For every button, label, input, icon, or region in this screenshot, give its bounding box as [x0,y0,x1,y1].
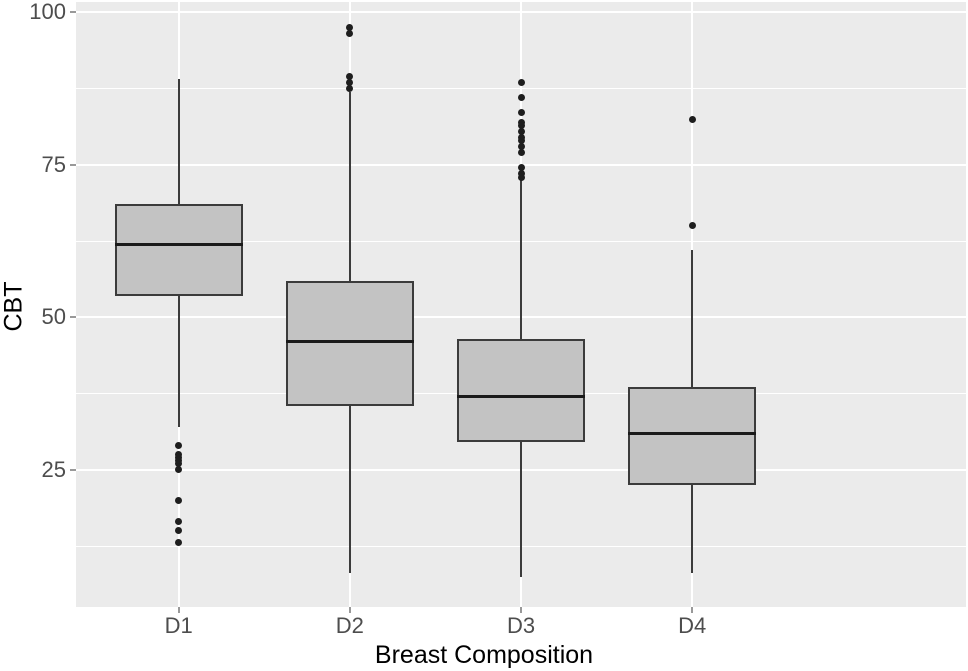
x-axis-title: Breast Composition [374,641,594,669]
outlier-point [346,85,354,93]
whisker-lower [520,442,522,577]
y-axis-title: CBT [0,281,28,332]
outlier-point [175,518,183,526]
outlier-point [346,30,354,38]
outlier-point [517,94,525,102]
boxplot-box [627,387,757,486]
outlier-point [517,143,525,151]
boxplot-box [114,204,243,296]
y-tick-label: 50 [41,304,66,330]
y-tick-label: 75 [41,151,66,177]
outlier-point [517,79,525,86]
whisker-upper [348,91,351,281]
outlier-point [175,460,183,468]
y-tick-mark [70,316,76,319]
x-tick-label: D1 [164,613,193,638]
outlier-point [175,539,183,547]
median-line [627,431,757,435]
plot-panel [76,2,966,607]
outlier-point [517,173,525,181]
outlier-point [517,121,525,129]
outlier-point [346,72,354,80]
outlier-point [517,136,525,144]
boxplot-box [456,338,586,443]
outlier-point [688,115,696,123]
x-tick-label: D2 [335,613,364,638]
y-tick-label: 100 [29,0,66,25]
whisker-lower [691,485,694,574]
outlier-point [175,441,183,449]
outlier-point [175,527,183,535]
boxplot-box [285,280,415,406]
median-line [285,340,415,344]
x-tick-label: D4 [678,613,707,638]
outlier-point [517,127,525,135]
whisker-upper [691,250,694,388]
whisker-upper [520,180,522,339]
median-line [456,395,586,399]
whisker-lower [177,295,180,428]
y-tick-mark [70,163,76,166]
outlier-point [175,496,183,504]
x-tick-label: D3 [506,613,536,638]
y-tick-mark [70,11,76,14]
x-tick-mark [520,607,522,613]
outlier-point [517,109,525,117]
x-tick-mark [691,607,694,613]
x-tick-mark [177,607,180,613]
median-line [114,242,243,246]
y-tick-label: 25 [41,456,66,482]
outlier-point [346,79,354,86]
outlier-point [517,149,525,157]
outlier-point [346,24,354,32]
y-tick-mark [70,468,76,471]
whisker-upper [177,79,180,205]
x-tick-mark [348,607,351,613]
outlier-point [175,466,183,474]
whisker-lower [348,405,351,574]
outlier-point [688,222,696,230]
outlier-point [517,164,525,172]
